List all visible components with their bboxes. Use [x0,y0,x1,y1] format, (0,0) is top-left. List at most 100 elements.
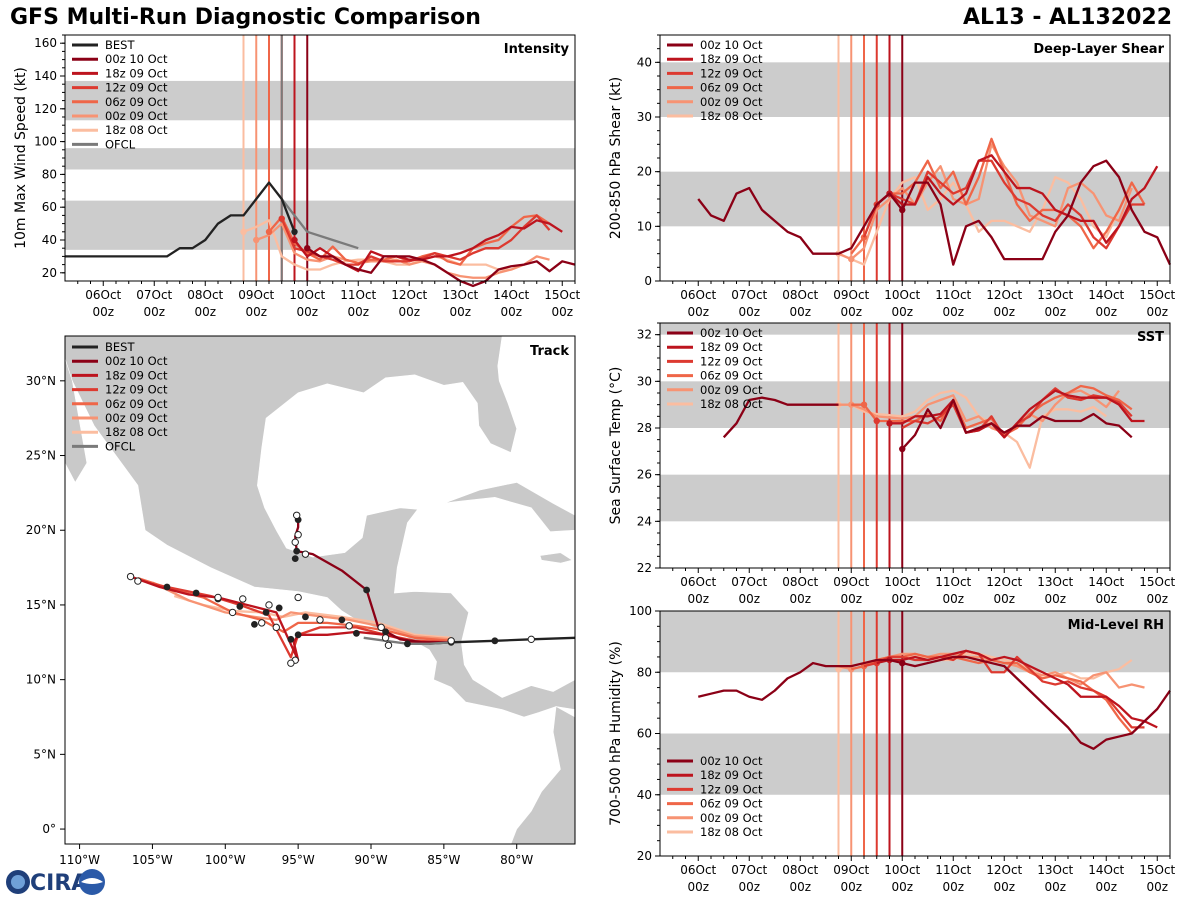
x-tick-hour-label: 00z [245,305,267,319]
track-marker-open [287,659,295,667]
x-tick-hour-label: 00z [1044,592,1066,606]
track-marker-open [292,511,301,519]
map-y-tick-label: 25°N [26,449,56,463]
x-tick-hour-label: 00z [840,305,862,319]
x-tick-hour-label: 00z [1146,592,1168,606]
track-marker-open [527,635,535,644]
x-tick-day-label: 10Oct [884,863,920,877]
series-line [838,175,1121,266]
x-tick-hour-label: 00z [1044,305,1066,319]
noaa-logo-bird-icon [81,878,103,884]
map-x-tick-label: 95°W [282,853,315,867]
track-marker-open [316,616,324,624]
y-tick-label: 60 [42,200,57,214]
x-tick-day-label: 13Oct [442,288,478,302]
x-tick-day-label: 07Oct [731,575,767,589]
y-tick-label: 40 [42,233,57,247]
track-marker-filled [293,547,301,555]
x-tick-hour-label: 00z [738,305,760,319]
land-mass [539,552,573,564]
y-tick-label: 32 [637,328,652,342]
y-axis-label: 10m Max Wind Speed (kt) [13,67,29,249]
x-tick-day-label: 14Oct [1088,575,1124,589]
series-line [850,137,1146,255]
x-tick-day-label: 09Oct [833,863,869,877]
y-tick-label: 10 [637,219,652,233]
track-marker-open [239,595,247,603]
track-marker-filled [287,635,295,643]
track-marker-open [384,641,393,649]
panel-track: 110°W 105°W 100°W 95°W 90°W 85°W 80°W 0° 5°N 10°N… [26,335,576,867]
map-x-tick-label: 110°W [59,853,100,867]
x-tick-day-label: 08Oct [187,288,223,302]
legend-label: 00z 10 Oct [700,754,763,768]
x-tick-day-label: 15Oct [1139,863,1175,877]
series-init-marker [848,255,855,263]
land-mass [510,706,575,844]
map-y-tick-label: 15°N [26,598,56,612]
x-tick-day-label: 12Oct [986,288,1022,302]
cira-logo-inner-icon [11,875,25,889]
x-tick-hour-label: 00z [1095,305,1117,319]
panel-title: Deep-Layer Shear [1033,42,1164,57]
figure-title: GFS Multi-Run Diagnostic Comparison [10,5,481,30]
x-tick-day-label: 11Oct [935,288,971,302]
track-marker-open [301,550,310,558]
y-tick-label: 60 [637,727,652,741]
shaded-band [65,148,575,170]
legend-label: 00z 09 Oct [105,411,168,425]
track-marker-filled [291,555,299,563]
legend-label: 18z 08 Oct [700,109,763,123]
x-tick-day-label: 14Oct [1088,288,1124,302]
x-tick-day-label: 11Oct [340,288,376,302]
track-marker-open [258,619,266,627]
y-tick-label: 80 [637,665,652,679]
series-line [65,181,296,258]
legend-label: 06z 09 Oct [105,397,168,411]
x-tick-day-label: 10Oct [884,575,920,589]
map-y-tick-label: 30°N [26,374,56,388]
x-tick-day-label: 08Oct [782,288,818,302]
y-tick-label: 80 [42,167,57,181]
track-marker-filled [363,586,371,594]
y-tick-label: 120 [34,102,57,116]
track-line [294,514,452,644]
y-tick-label: 20 [637,849,652,863]
map-x-tick-label: 100°W [205,853,246,867]
storm-id-title: AL13 - AL132022 [963,5,1172,30]
x-tick-hour-label: 00z [891,592,913,606]
legend-label: OFCL [105,439,136,453]
series-line [876,154,1159,244]
y-tick-label: 20 [637,165,652,179]
track-marker-open [345,622,353,630]
x-tick-hour-label: 00z [840,592,862,606]
shaded-band [660,62,1170,117]
x-tick-hour-label: 00z [840,880,862,894]
map-y-tick-label: 10°N [26,673,56,687]
series-init-marker [304,245,311,252]
x-tick-hour-label: 00z [500,305,522,319]
track-marker-filled [163,583,171,591]
track-line [151,581,452,641]
legend-label: 00z 10 Oct [105,354,168,368]
track-marker-open [377,623,385,632]
legend-label: BEST [105,38,135,52]
x-tick-hour-label: 00z [942,305,964,319]
series-init-marker [265,228,273,235]
x-tick-hour-label: 00z [296,305,318,319]
x-tick-hour-label: 00z [789,880,811,894]
map-y-tick-label: 0° [42,822,56,836]
legend-label: 00z 09 Oct [700,811,763,825]
y-tick-label: 24 [637,514,652,528]
y-tick-label: 40 [637,55,652,69]
y-tick-label: 30 [637,110,652,124]
map-x-tick-label: 85°W [427,853,460,867]
x-tick-day-label: 09Oct [833,575,869,589]
track-marker-open [447,637,455,645]
y-tick-label: 140 [34,69,57,83]
series-init-marker [278,215,285,222]
track-marker-open [214,593,222,602]
series-init-marker [886,420,893,427]
panel-title: Intensity [504,42,570,57]
x-tick-hour-label: 00z [789,305,811,319]
